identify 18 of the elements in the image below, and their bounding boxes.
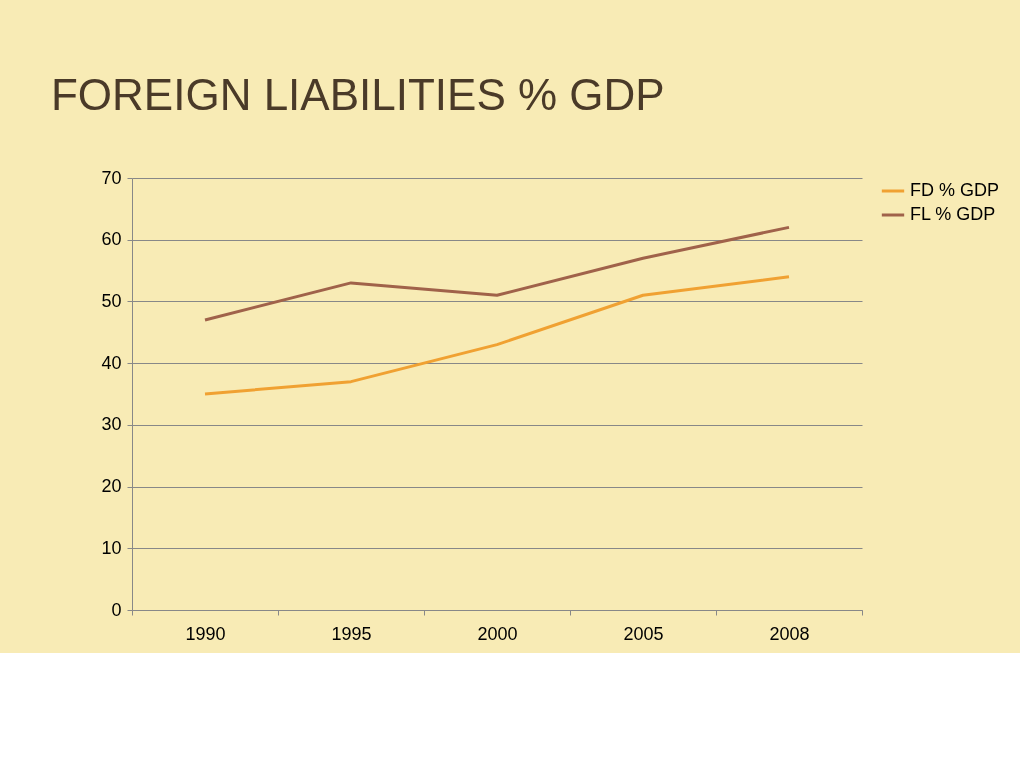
- line-series: [203, 275, 791, 396]
- y-tick-label: 60: [101, 229, 122, 250]
- x-tick-label: 2000: [477, 623, 518, 644]
- x-tick-label: 2008: [769, 623, 810, 644]
- y-tick-label: 70: [101, 167, 122, 188]
- line-series: [203, 225, 791, 322]
- y-tick-label: 10: [101, 537, 122, 558]
- y-tick-label: 50: [101, 290, 122, 311]
- legend-label: FL % GDP: [910, 204, 996, 224]
- chart-title: FOREIGN LIABILITIES % GDP: [50, 70, 665, 119]
- x-tick-label: 2005: [623, 623, 664, 644]
- y-tick-label: 0: [111, 599, 122, 620]
- x-tick-label: 1995: [331, 623, 372, 644]
- x-tick-label: 1990: [185, 623, 226, 644]
- legend-label: FD % GDP: [910, 180, 1000, 200]
- y-tick-label: 40: [101, 352, 122, 373]
- y-tick-label: 20: [101, 476, 122, 497]
- y-tick-label: 30: [101, 414, 122, 435]
